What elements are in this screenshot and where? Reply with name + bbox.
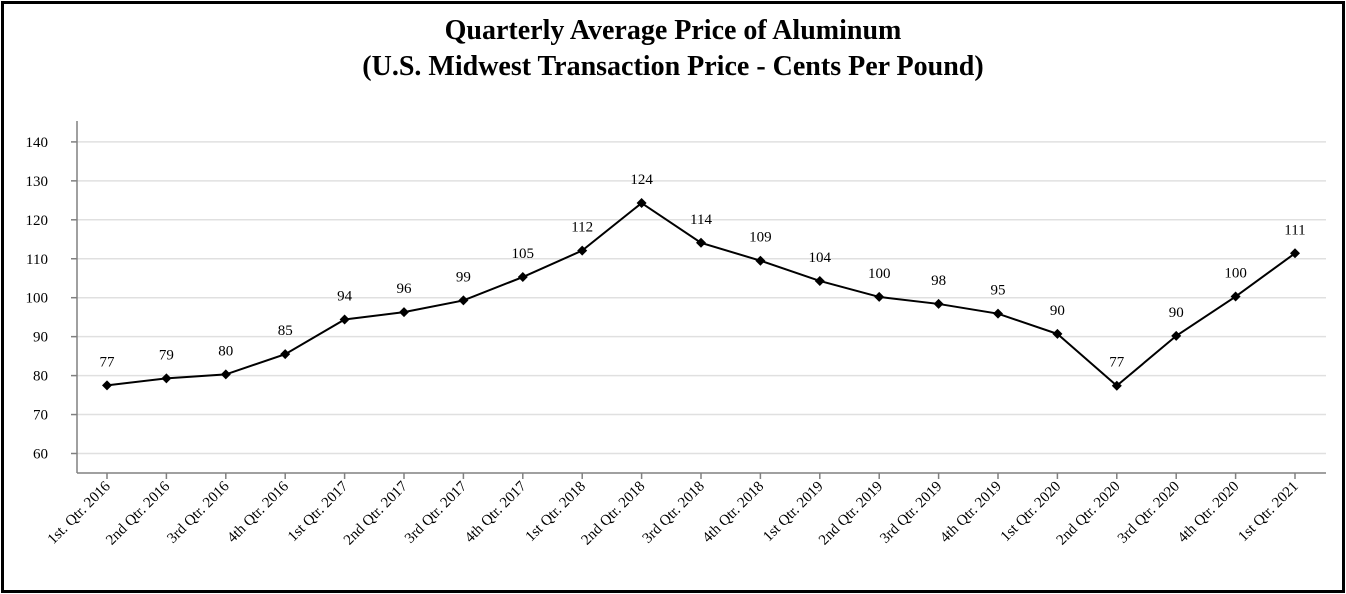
x-tick-label: 2nd Qtr. 2017 [341,478,411,548]
data-point [517,272,528,283]
data-point [1230,291,1241,302]
y-tick-label: 60 [33,447,48,463]
x-tick-label: 3rd Qtr. 2018 [640,479,708,547]
x-tick-label: 4th Qtr. 2017 [462,478,530,546]
y-tick-label: 140 [26,135,49,151]
x-tick-label: 4th Qtr. 2020 [1175,479,1243,547]
data-label: 98 [931,273,946,289]
chart-subtitle: (U.S. Midwest Transaction Price - Cents … [362,51,984,82]
data-point [399,307,409,318]
data-label: 104 [809,250,832,266]
data-point [577,245,588,256]
x-tick-label: 3rd Qtr. 2019 [877,479,945,547]
data-label: 79 [159,347,174,363]
data-label: 77 [100,354,116,370]
x-tick-label: 2nd Qtr. 2018 [578,479,648,549]
data-label: 80 [218,343,233,359]
x-tick-label: 2nd Qtr. 2016 [103,478,173,548]
y-tick-label: 80 [33,369,48,385]
data-label: 77 [1109,355,1125,371]
x-tick-label: 3rd Qtr. 2016 [164,478,233,547]
data-point [102,380,112,391]
data-point [1111,380,1122,391]
data-label: 100 [1224,266,1247,282]
data-label: 90 [1050,303,1065,319]
y-tick-label: 120 [26,213,49,229]
data-point [1290,248,1300,259]
x-tick-label: 1st Qtr. 2021 [1235,479,1301,545]
x-tick-label: 3rd Qtr. 2020 [1115,479,1183,547]
data-point [636,198,647,209]
data-point [339,314,350,325]
x-tick-label: 1st Qtr. 2018 [523,479,589,545]
data-label: 105 [512,246,535,262]
data-point [933,298,944,309]
y-tick-label: 110 [26,252,48,268]
y-tick-label: 130 [26,174,49,190]
data-point [993,308,1003,319]
data-point [1052,328,1063,339]
data-label: 124 [630,172,653,188]
data-point [220,369,231,380]
x-tick-label: 4th Qtr. 2016 [224,478,292,546]
data-label: 114 [690,212,712,228]
data-label: 109 [749,230,772,246]
data-label: 112 [571,220,593,236]
data-label: 85 [278,323,293,339]
y-tick-label: 90 [33,330,48,346]
data-point [280,349,291,360]
x-tick-label: 2nd Qtr. 2020 [1054,479,1124,549]
data-point [755,255,766,266]
data-point [458,295,469,306]
data-point [1171,330,1182,341]
data-point [696,237,706,248]
y-tick-label: 70 [33,408,48,424]
y-tick-label: 100 [26,291,49,307]
x-tick-label: 2nd Qtr. 2019 [816,479,886,549]
x-tick-label: 1st Qtr. 2020 [998,479,1064,545]
data-label: 99 [456,269,471,285]
data-point [814,275,825,286]
data-label: 96 [397,281,413,297]
data-label: 94 [337,289,353,305]
data-point [161,373,172,384]
data-label: 90 [1169,305,1184,321]
data-label: 111 [1284,222,1305,238]
data-label: 100 [868,266,891,282]
data-label: 95 [991,283,1006,299]
x-tick-label: 4th Qtr. 2018 [700,479,768,547]
chart-title: Quarterly Average Price of Aluminum [444,15,902,46]
x-tick-label: 1st Qtr. 2019 [760,479,826,545]
x-tick-label: 3rd Qtr. 2017 [402,478,471,547]
x-tick-label: 4th Qtr. 2019 [937,479,1005,547]
data-point [874,291,885,302]
